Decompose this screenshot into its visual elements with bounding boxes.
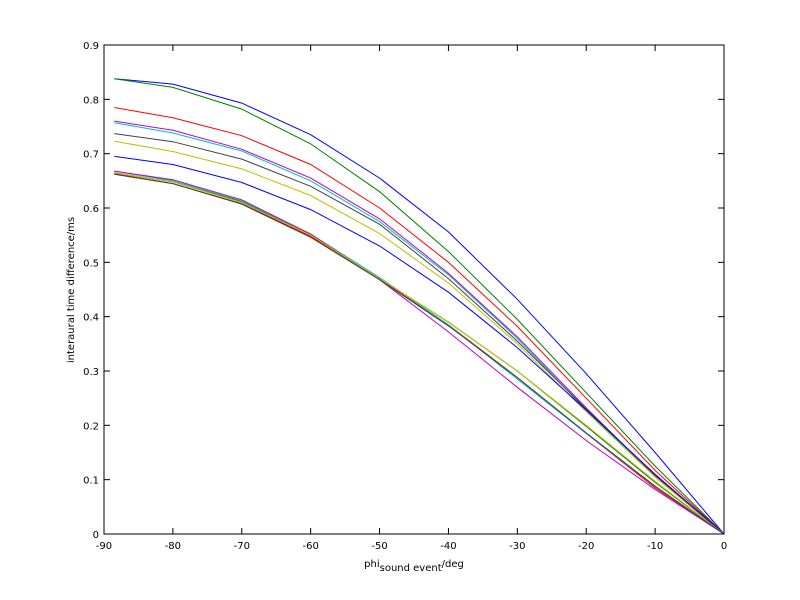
- x-tick-label: -20: [578, 541, 594, 552]
- x-axis-label: phisound event/deg: [364, 559, 464, 574]
- x-tick-labels: -90 -80 -70 -60 -50 -40 -30 -20 -10 0: [96, 541, 727, 552]
- plot-area: [103, 44, 725, 535]
- series-group: [114, 78, 725, 535]
- x-tick-label: -40: [440, 541, 456, 552]
- x-tick-label: -10: [647, 541, 663, 552]
- series-line-3: [114, 107, 725, 535]
- y-tick-label: 0.6: [83, 204, 99, 215]
- x-tick-label: -30: [509, 541, 525, 552]
- series-line-6: [114, 140, 725, 535]
- x-tick-label: -70: [234, 541, 250, 552]
- y-axis-label: interaural time difference/ms: [66, 217, 77, 363]
- series-line-2: [114, 78, 725, 535]
- ticks-group: [103, 44, 725, 535]
- series-line-8: [114, 155, 725, 535]
- x-axis-label-sub: sound event: [380, 563, 442, 574]
- y-tick-labels: 0 0.1 0.2 0.3 0.4 0.5 0.6 0.7 0.8 0.9: [83, 41, 99, 541]
- y-tick-label: 0.5: [83, 258, 99, 269]
- y-tick-label: 0.3: [83, 367, 99, 378]
- series-line-1: [114, 78, 725, 535]
- y-tick-label: 0.4: [83, 313, 99, 324]
- x-tick-label: -90: [96, 541, 112, 552]
- x-tick-label: -80: [165, 541, 181, 552]
- y-tick-label: 0.9: [83, 41, 99, 52]
- x-tick-label: -60: [302, 541, 318, 552]
- y-tick-label: 0.1: [83, 476, 99, 487]
- y-tick-label: 0.7: [83, 150, 99, 161]
- x-tick-label: 0: [721, 541, 727, 552]
- y-tick-label: 0.2: [83, 421, 99, 432]
- x-axis-label-main: phi: [364, 559, 379, 570]
- y-tick-label: 0: [93, 530, 99, 541]
- series-line-14: [114, 173, 725, 535]
- x-axis-label-unit: /deg: [442, 559, 464, 570]
- series-line-13: [114, 172, 725, 535]
- series-line-12: [114, 170, 725, 535]
- y-tick-label: 0.8: [83, 95, 99, 106]
- x-tick-label: -50: [371, 541, 387, 552]
- series-line-4: [114, 122, 725, 535]
